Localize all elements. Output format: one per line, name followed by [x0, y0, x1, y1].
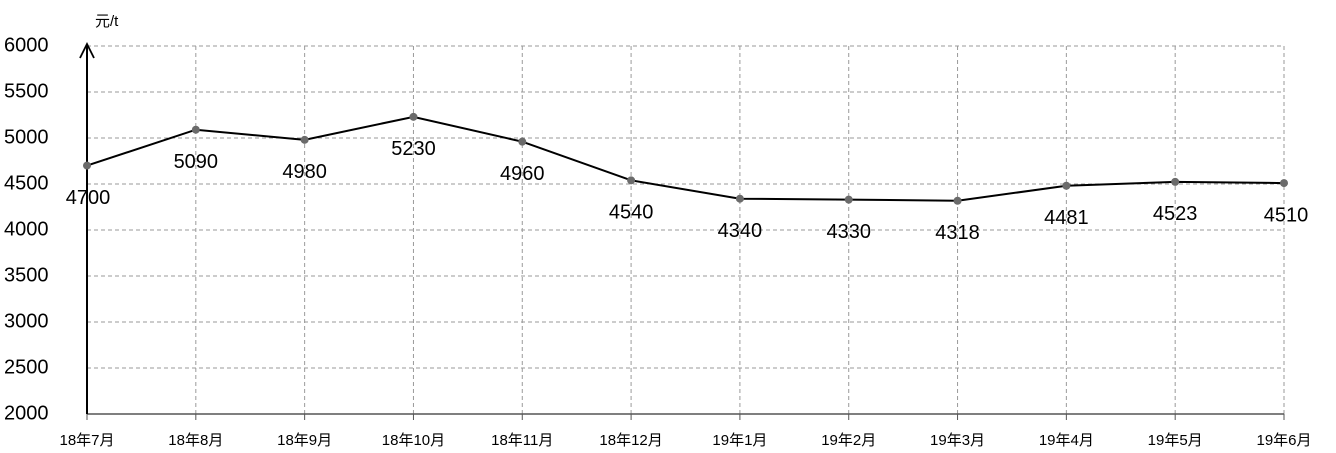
data-label: 4481: [1044, 207, 1089, 229]
data-label: 4700: [66, 187, 111, 209]
marker: [518, 137, 527, 146]
y-tick-label: 4500: [4, 172, 49, 194]
data-label: 4318: [935, 222, 980, 244]
data-label: 4330: [826, 221, 871, 243]
marker: [627, 176, 636, 185]
y-tick-label: 6000: [4, 34, 49, 56]
y-tick-label: 5000: [4, 126, 49, 148]
marker: [735, 194, 744, 203]
marker: [1280, 179, 1288, 188]
marker: [409, 112, 418, 121]
x-tick-label: 18年11月: [491, 432, 553, 449]
x-tick-label: 19年3月: [930, 432, 985, 449]
x-tick-label: 18年7月: [59, 432, 114, 449]
y-tick-label: 2000: [4, 402, 49, 424]
y-axis-label: 元/t: [95, 13, 119, 30]
data-label: 4340: [718, 220, 763, 242]
marker: [844, 195, 853, 204]
x-tick-label: 18年8月: [168, 432, 223, 449]
data-label: 5230: [391, 138, 436, 160]
marker: [1062, 181, 1071, 190]
data-label: 5090: [174, 151, 219, 173]
x-tick-label: 19年2月: [821, 432, 876, 449]
y-axis-arrow: [79, 41, 95, 59]
x-tick-label: 19年5月: [1148, 432, 1203, 449]
x-tick-label: 19年4月: [1039, 432, 1094, 449]
data-label: 4960: [500, 163, 545, 185]
x-tick-label: 18年12月: [599, 432, 662, 449]
line: [86, 115, 1285, 202]
marker: [300, 135, 309, 144]
x-tick-label: 19年1月: [712, 432, 767, 449]
data-label: 4510: [1264, 204, 1309, 226]
y-tick-label: 4000: [4, 218, 49, 240]
y-tick-label: 2500: [4, 356, 49, 378]
x-tick-label: 18年9月: [277, 432, 332, 449]
y-tick-label: 3500: [4, 264, 49, 286]
marker: [191, 125, 200, 134]
data-label: 4540: [609, 202, 654, 224]
data-label: 4980: [282, 161, 327, 183]
marker: [953, 196, 962, 205]
y-tick-label: 3000: [4, 310, 49, 332]
marker: [83, 161, 91, 170]
x-tick-label: 19年6月: [1256, 432, 1311, 449]
y-tick-label: 5500: [4, 80, 49, 102]
marker: [1171, 177, 1180, 186]
x-tick-label: 18年10月: [382, 432, 445, 449]
data-label: 4523: [1153, 203, 1198, 225]
